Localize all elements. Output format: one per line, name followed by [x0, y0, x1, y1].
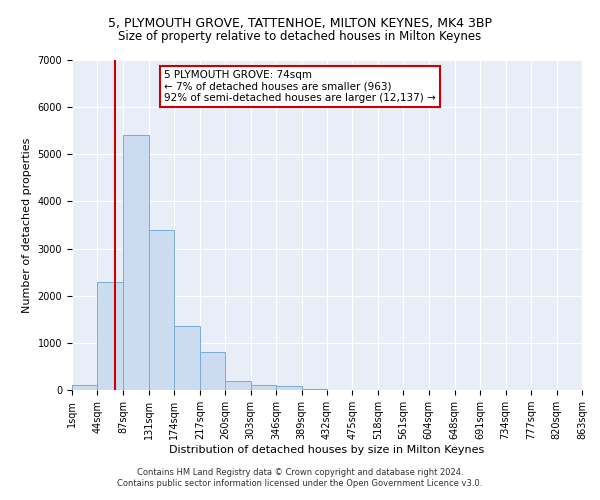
Bar: [225, 380, 251, 390]
Text: 5 PLYMOUTH GROVE: 74sqm
← 7% of detached houses are smaller (963)
92% of semi-de: 5 PLYMOUTH GROVE: 74sqm ← 7% of detached…: [164, 70, 436, 103]
Bar: [123, 136, 149, 390]
Text: Contains HM Land Registry data © Crown copyright and database right 2024.
Contai: Contains HM Land Registry data © Crown c…: [118, 468, 482, 487]
Bar: [302, 388, 327, 390]
Bar: [175, 326, 200, 390]
Bar: [200, 352, 225, 390]
Bar: [251, 386, 276, 390]
Bar: [276, 386, 302, 390]
Y-axis label: Number of detached properties: Number of detached properties: [22, 138, 32, 312]
X-axis label: Distribution of detached houses by size in Milton Keynes: Distribution of detached houses by size …: [169, 445, 485, 455]
Bar: [72, 386, 97, 390]
Text: Size of property relative to detached houses in Milton Keynes: Size of property relative to detached ho…: [118, 30, 482, 43]
Bar: [149, 230, 175, 390]
Bar: [97, 282, 123, 390]
Text: 5, PLYMOUTH GROVE, TATTENHOE, MILTON KEYNES, MK4 3BP: 5, PLYMOUTH GROVE, TATTENHOE, MILTON KEY…: [108, 18, 492, 30]
